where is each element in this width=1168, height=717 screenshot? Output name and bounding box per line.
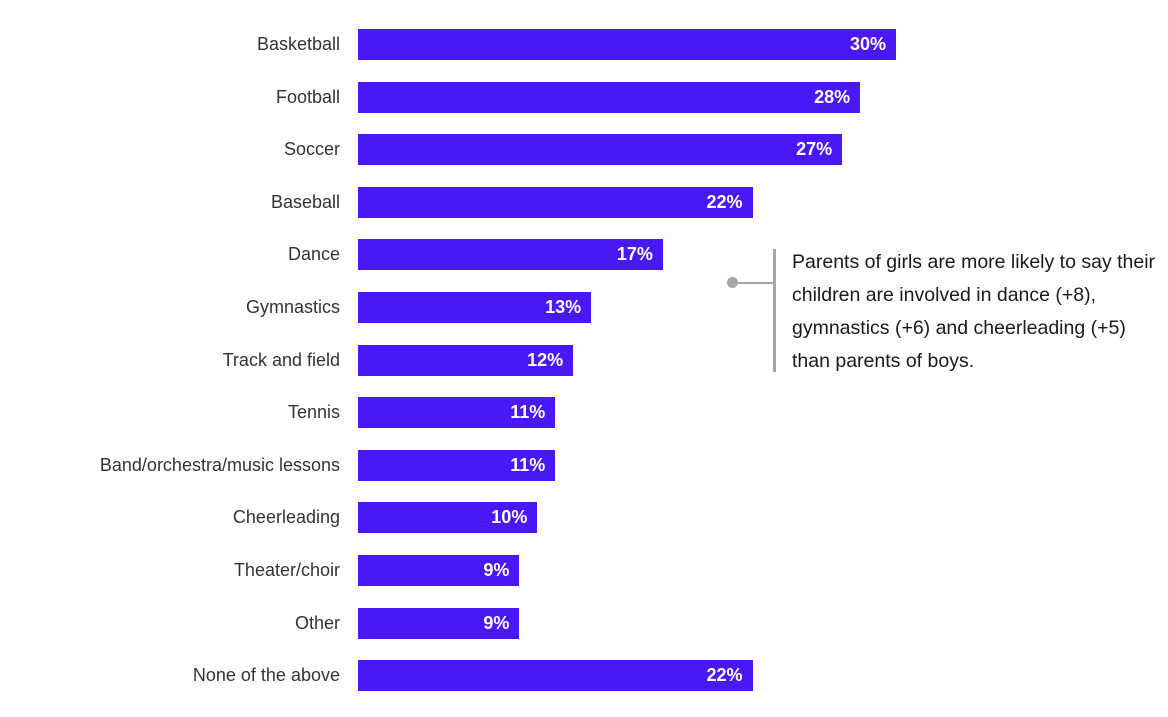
bar-value-label: 11% bbox=[510, 402, 546, 423]
category-label: Dance bbox=[287, 244, 340, 265]
bar: 10% bbox=[358, 502, 538, 534]
bar-value-label: 13% bbox=[545, 297, 582, 317]
bar: 22% bbox=[358, 186, 753, 218]
category-label: Other bbox=[294, 612, 340, 633]
category-label: Band/orchestra/music lessons bbox=[99, 454, 340, 475]
bar-value-label: 9% bbox=[483, 560, 510, 580]
bar: 11% bbox=[358, 397, 556, 429]
category-label: Basketball bbox=[256, 34, 340, 54]
category-label: Gymnastics bbox=[245, 297, 340, 317]
category-label: Football bbox=[275, 86, 340, 107]
bar-value-label: 28% bbox=[814, 86, 851, 107]
bar: 12% bbox=[358, 344, 574, 376]
bar-value-label: 17% bbox=[616, 244, 653, 265]
bar: 30% bbox=[358, 29, 896, 60]
annotation-connector-line bbox=[733, 282, 773, 284]
bar: 17% bbox=[358, 239, 663, 271]
bar-value-label: 9% bbox=[483, 612, 510, 633]
bar-value-label: 11% bbox=[510, 454, 546, 475]
category-label: None of the above bbox=[192, 665, 340, 686]
bar-value-label: 30% bbox=[849, 34, 886, 54]
bar: 28% bbox=[358, 81, 861, 113]
bar: 22% bbox=[358, 660, 753, 692]
annotation-callout: Parents of girls are more likely to say … bbox=[727, 249, 1167, 374]
bar: 9% bbox=[358, 607, 520, 639]
bar-value-label: 10% bbox=[491, 507, 528, 528]
bar: 9% bbox=[358, 555, 520, 586]
category-label: Baseball bbox=[270, 191, 340, 212]
bar-value-label: 27% bbox=[796, 139, 833, 160]
annotation-text: Parents of girls are more likely to say … bbox=[792, 251, 1156, 372]
bar: 13% bbox=[358, 292, 592, 323]
bar: 11% bbox=[358, 449, 556, 481]
bar-value-label: 22% bbox=[706, 191, 743, 212]
category-label: Tennis bbox=[287, 402, 340, 423]
annotation-dot bbox=[727, 277, 738, 288]
annotation-vertical-rule bbox=[773, 249, 776, 372]
category-label: Track and field bbox=[222, 349, 340, 370]
category-label: Cheerleading bbox=[232, 507, 340, 528]
bar: 27% bbox=[358, 134, 843, 166]
bar-value-label: 22% bbox=[706, 665, 743, 686]
category-label: Soccer bbox=[283, 139, 340, 160]
bar-value-label: 12% bbox=[527, 349, 564, 370]
category-label: Theater/choir bbox=[233, 560, 340, 580]
